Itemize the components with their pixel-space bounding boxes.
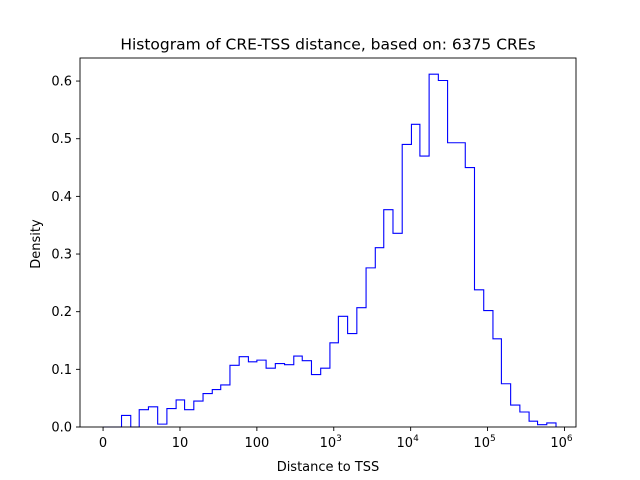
x-tick-label: 10 [172, 436, 189, 451]
chart-title: Histogram of CRE-TSS distance, based on:… [120, 36, 535, 54]
x-tick-label: 0 [99, 436, 107, 451]
x-axis: 0 10 100 103 104 105 106 [99, 427, 573, 451]
y-tick-label: 0.5 [51, 132, 72, 147]
plot-frame [79, 57, 577, 428]
y-axis-label: Density [29, 219, 44, 269]
y-tick-label: 0.0 [51, 421, 72, 436]
plot-area [79, 57, 577, 428]
x-tick-label: 104 [397, 434, 420, 451]
x-tick-label: 103 [320, 434, 342, 451]
y-tick-label: 0.6 [51, 75, 72, 90]
y-tick-label: 0.4 [51, 190, 72, 205]
x-axis-label: Distance to TSS [277, 460, 380, 475]
y-tick-label: 0.1 [51, 363, 72, 378]
y-tick-label: 0.2 [51, 305, 72, 320]
x-tick-label: 106 [550, 434, 573, 451]
x-tick-label: 105 [473, 434, 495, 451]
y-tick-label: 0.3 [51, 248, 72, 263]
y-axis: 0.0 0.1 0.2 0.3 0.4 0.5 0.6 [51, 75, 80, 436]
x-tick-label: 100 [244, 436, 269, 451]
histogram-step-line [103, 73, 557, 428]
